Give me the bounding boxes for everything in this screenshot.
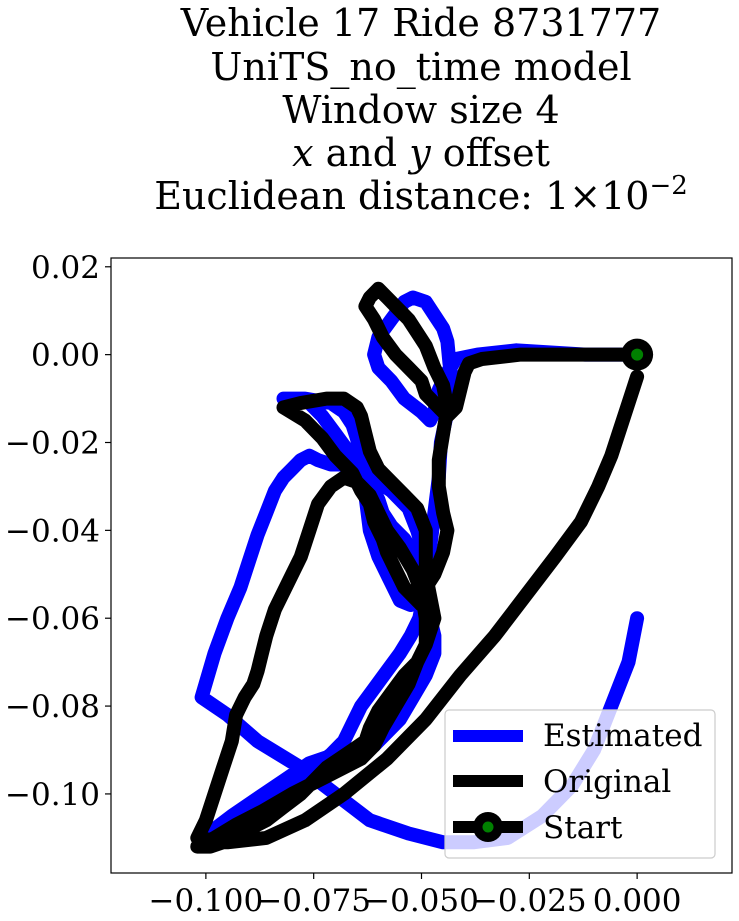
x-tick-label: −0.050	[364, 883, 479, 919]
title-line-4: x and y offset	[292, 131, 550, 175]
y-tick-label: −0.06	[5, 601, 100, 637]
title-line-5: Euclidean distance: 1×10−2	[154, 171, 688, 218]
title-offset-text: offset	[431, 131, 550, 175]
x-tick-label: −0.025	[472, 883, 587, 919]
x-tick-label: −0.075	[256, 883, 371, 919]
legend: Estimated Original Start	[444, 709, 716, 859]
y-tick-label: 0.00	[31, 338, 100, 374]
legend-start-marker-inner	[482, 821, 494, 833]
title-line-2: UniTS_no_time model	[210, 45, 631, 90]
legend-start-label: Start	[543, 810, 623, 846]
title-times-symbol: ×	[569, 174, 601, 218]
series-line-original	[190, 281, 645, 854]
plot-area	[110, 257, 733, 874]
y-tick-label: −0.08	[5, 689, 100, 725]
title-distance-base: 10	[601, 174, 649, 218]
y-axis: 0.02 0.00 −0.02 −0.04 −0.06 −0.08 −0.10	[5, 250, 111, 813]
x-axis: −0.100−0.075−0.050−0.025 0.000	[149, 873, 682, 919]
title-distance-exponent: −2	[649, 171, 687, 201]
legend-estimated-label: Estimated	[543, 718, 702, 754]
legend-original-label: Original	[543, 764, 671, 800]
series-line-estimated	[194, 290, 645, 850]
chart-title: Vehicle 17 Ride 8731777 UniTS_no_time mo…	[154, 1, 688, 218]
title-line-1: Vehicle 17 Ride 8731777	[180, 1, 661, 45]
title-y-symbol: y	[407, 131, 431, 175]
y-tick-label: 0.02	[31, 250, 100, 286]
title-and-text: and	[314, 131, 410, 175]
title-line-3: Window size 4	[282, 88, 559, 132]
series-layer	[190, 281, 654, 854]
x-tick-label: 0.000	[593, 883, 682, 919]
y-tick-label: −0.04	[5, 513, 100, 549]
y-tick-label: −0.10	[5, 777, 100, 813]
start-marker-inner	[631, 348, 644, 361]
title-distance-prefix: Euclidean distance:	[154, 174, 545, 218]
x-tick-label: −0.100	[149, 883, 264, 919]
title-distance-mantissa: 1	[545, 174, 569, 218]
y-tick-label: −0.02	[5, 426, 100, 462]
title-x-symbol: x	[292, 131, 313, 175]
